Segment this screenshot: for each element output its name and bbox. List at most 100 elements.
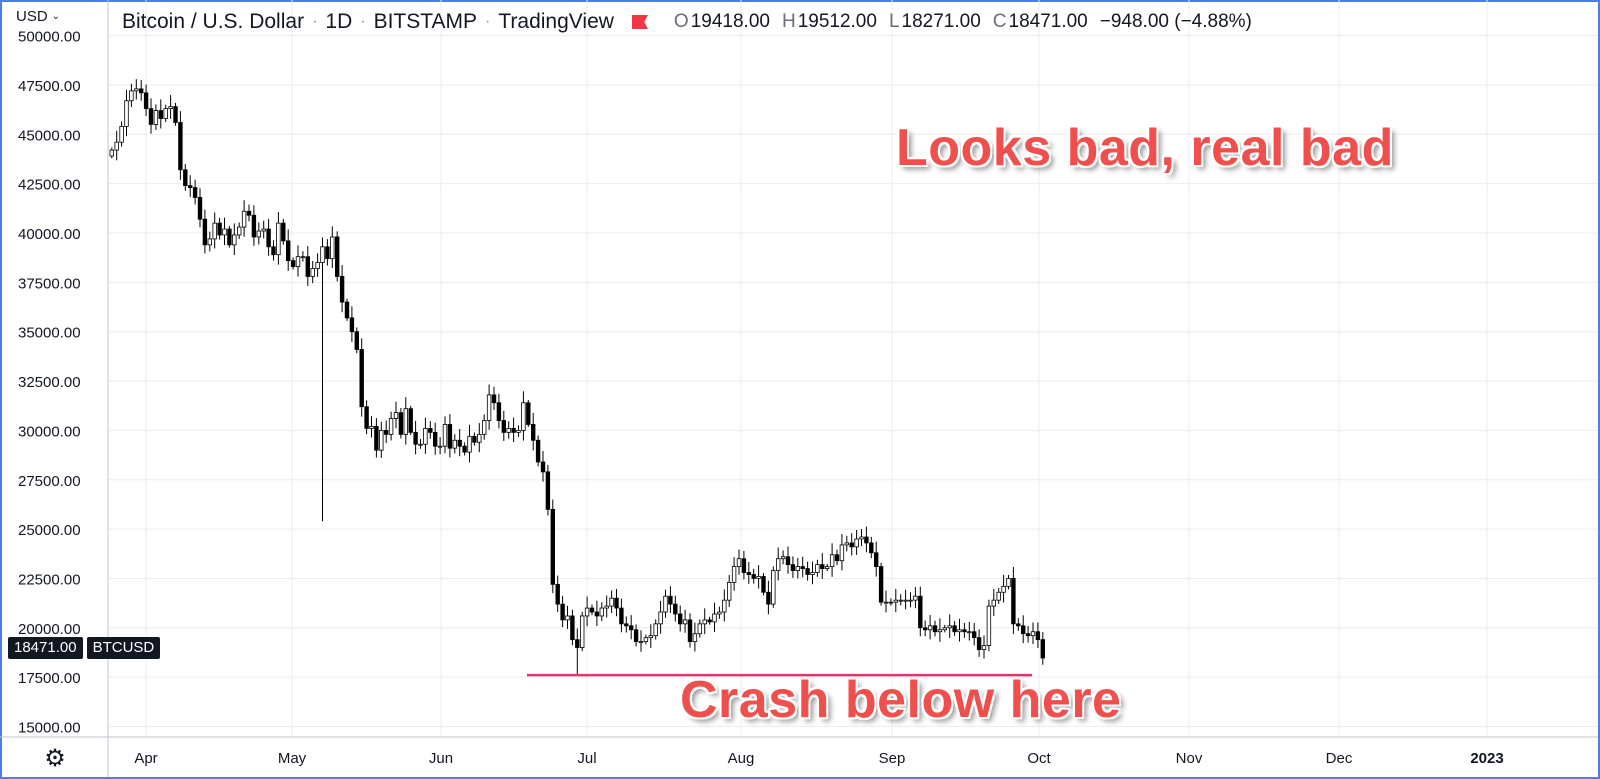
candle <box>962 622 967 638</box>
candle-body <box>854 538 859 548</box>
candle <box>972 623 977 646</box>
flag-icon[interactable] <box>631 15 648 29</box>
candle <box>1011 567 1016 634</box>
candle-body <box>531 424 536 441</box>
candle-body <box>584 607 590 617</box>
interval-label[interactable]: 1D <box>325 10 353 33</box>
candle <box>785 546 791 574</box>
candle <box>320 237 325 522</box>
candle-body <box>163 108 168 119</box>
candle-body <box>722 599 727 613</box>
candle <box>878 562 884 606</box>
candle <box>266 218 271 256</box>
x-tick-label: Apr <box>134 750 157 767</box>
candle <box>197 188 203 228</box>
candle-body <box>271 246 276 256</box>
candle <box>859 528 864 547</box>
candle <box>727 574 732 607</box>
candle <box>991 589 996 616</box>
candle-body <box>197 197 203 220</box>
candle-body <box>374 426 379 451</box>
candle <box>472 432 477 446</box>
candle <box>570 609 575 646</box>
candle <box>148 98 154 134</box>
candle <box>442 416 448 454</box>
candle-body <box>379 429 384 451</box>
chart-header: Bitcoin / U.S. Dollar · 1D · BITSTAMP · … <box>122 8 1252 36</box>
candle <box>531 412 536 451</box>
candle-body <box>844 542 849 546</box>
open-key: O <box>673 11 689 32</box>
candle-body <box>707 619 712 623</box>
close-key: C <box>992 11 1007 32</box>
candle <box>800 556 805 578</box>
candle <box>746 561 751 584</box>
y-tick-label: 30000.00 <box>18 423 81 440</box>
candle-body <box>457 439 462 447</box>
candle <box>687 613 693 648</box>
candle <box>330 226 335 269</box>
candle-body <box>305 256 310 277</box>
currency-selector[interactable]: USD ⌄ <box>16 8 60 25</box>
candle-body <box>281 222 286 242</box>
candle-body <box>330 236 335 260</box>
x-tick-label: Dec <box>1326 750 1353 767</box>
candle <box>467 424 472 463</box>
candle <box>913 587 918 609</box>
candle-body <box>580 615 585 648</box>
candle <box>124 89 129 137</box>
candle <box>423 417 428 454</box>
candle <box>834 549 840 566</box>
candle <box>575 628 580 676</box>
candle-body <box>1021 625 1026 635</box>
candle <box>829 543 835 577</box>
candle-body <box>109 149 114 157</box>
ohlc-values: O 19418.00 H 19512.00 L 18271.00 C 18471.00 … <box>674 11 1252 33</box>
candle-body <box>432 431 438 447</box>
candle <box>143 84 149 116</box>
candle <box>521 391 526 441</box>
candle <box>692 622 698 652</box>
candle <box>633 624 639 647</box>
candle-body <box>550 508 555 585</box>
candle-body <box>712 613 717 623</box>
candle <box>134 79 139 100</box>
candle-body <box>418 443 423 446</box>
candle-body <box>246 210 252 216</box>
candle-body <box>633 629 639 643</box>
candle-body <box>942 627 947 631</box>
candle <box>344 298 350 321</box>
candle-body <box>251 214 257 238</box>
candle <box>766 580 771 615</box>
gear-icon[interactable]: ⚙ <box>44 744 66 772</box>
candle-body <box>829 554 835 568</box>
candle-body <box>913 595 918 601</box>
candles <box>109 79 1045 676</box>
candle-body <box>937 629 943 633</box>
candle-body <box>437 445 443 448</box>
candle <box>491 386 497 410</box>
candle-body <box>614 597 619 609</box>
symbol-title[interactable]: Bitcoin / U.S. Dollar <box>122 10 305 33</box>
candle-body <box>349 317 355 333</box>
candle-body <box>516 429 521 433</box>
ticker-label: BTCUSD <box>86 637 161 659</box>
candle-body <box>481 420 487 435</box>
candle <box>678 605 683 632</box>
candle <box>437 437 443 455</box>
candle <box>511 417 516 443</box>
candle-body <box>472 435 477 443</box>
candle-body <box>334 236 340 277</box>
x-tick-label: Jun <box>429 750 453 767</box>
candle-body <box>168 106 173 110</box>
candle-body <box>648 635 653 639</box>
candle <box>712 602 717 633</box>
candle <box>937 618 943 642</box>
candle-body <box>962 629 967 633</box>
candle-body <box>927 625 933 631</box>
candle <box>202 209 208 254</box>
candle <box>874 541 879 577</box>
candle <box>825 563 830 572</box>
candle-body <box>555 583 560 605</box>
